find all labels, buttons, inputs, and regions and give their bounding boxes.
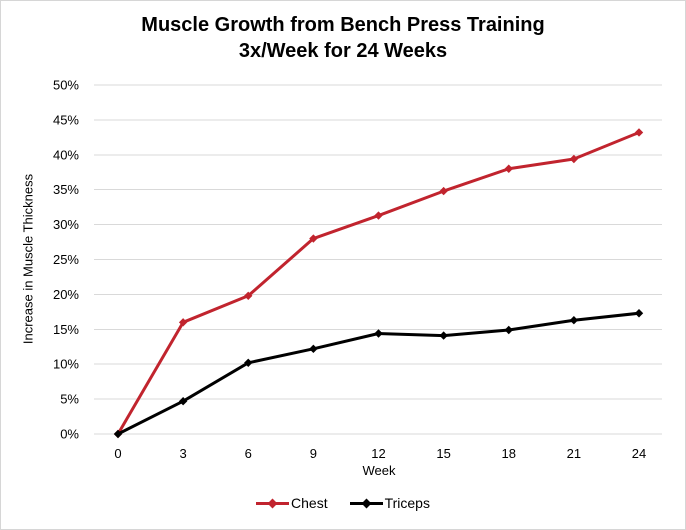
x-tick-label-3: 3 bbox=[180, 446, 187, 461]
y-tick-label-45%: 45% bbox=[53, 112, 79, 127]
data-point-triceps-week18 bbox=[504, 325, 513, 335]
y-tick-label-35%: 35% bbox=[53, 182, 79, 197]
x-tick-label-21: 21 bbox=[567, 446, 581, 461]
x-tick-label-18: 18 bbox=[502, 446, 516, 461]
x-axis-title: Week bbox=[362, 463, 396, 478]
chart-title-line1: Muscle Growth from Bench Press Training bbox=[141, 14, 545, 36]
x-tick-label-9: 9 bbox=[310, 446, 317, 461]
y-tick-label-50%: 50% bbox=[53, 78, 79, 93]
legend-label-triceps: Triceps bbox=[384, 495, 430, 511]
data-point-chest-week24 bbox=[634, 128, 644, 137]
data-point-triceps-week3 bbox=[178, 396, 188, 406]
y-tick-label-30%: 30% bbox=[53, 217, 79, 232]
y-axis-title: Increase in Muscle Thickness bbox=[20, 173, 36, 345]
y-tick-label-40%: 40% bbox=[53, 147, 79, 162]
data-point-triceps-week12 bbox=[374, 329, 383, 338]
legend-marker-triceps-icon bbox=[349, 498, 383, 508]
legend-label-chest: Chest bbox=[291, 495, 328, 511]
data-point-triceps-week6 bbox=[244, 358, 253, 368]
y-tick-label-15%: 15% bbox=[53, 322, 79, 337]
y-tick-label-5%: 5% bbox=[60, 392, 79, 407]
data-point-chest-week12 bbox=[374, 211, 383, 220]
x-tick-label-24: 24 bbox=[632, 446, 646, 461]
x-tick-label-0: 0 bbox=[114, 446, 121, 461]
data-point-triceps-week9 bbox=[309, 344, 318, 354]
data-point-triceps-week21 bbox=[569, 316, 579, 325]
y-tick-label-25%: 25% bbox=[53, 252, 79, 267]
data-point-chest-week18 bbox=[504, 164, 513, 173]
legend: Chest Triceps bbox=[1, 495, 685, 511]
data-point-chest-week15 bbox=[439, 186, 448, 196]
data-point-triceps-week0 bbox=[113, 429, 123, 439]
chart-title: Muscle Growth from Bench Press Training … bbox=[1, 12, 685, 64]
data-point-chest-week9 bbox=[309, 234, 318, 243]
data-point-triceps-week24 bbox=[634, 309, 644, 318]
data-point-chest-week21 bbox=[569, 154, 579, 164]
y-tick-label-20%: 20% bbox=[53, 287, 79, 302]
x-tick-label-6: 6 bbox=[245, 446, 252, 461]
data-point-chest-week3 bbox=[178, 318, 188, 327]
x-tick-label-15: 15 bbox=[436, 446, 450, 461]
y-tick-label-10%: 10% bbox=[53, 357, 79, 372]
y-tick-label-0%: 0% bbox=[60, 427, 79, 442]
data-point-chest-week6 bbox=[244, 291, 253, 300]
legend-item-triceps: Triceps bbox=[349, 495, 430, 511]
chart-title-line2: 3x/Week for 24 Weeks bbox=[238, 40, 448, 62]
legend-marker-chest-icon bbox=[256, 498, 290, 508]
data-point-triceps-week15 bbox=[439, 331, 448, 340]
series-line-chest bbox=[116, 130, 641, 436]
x-tick-label-12: 12 bbox=[371, 446, 385, 461]
legend-item-chest: Chest bbox=[256, 495, 328, 511]
